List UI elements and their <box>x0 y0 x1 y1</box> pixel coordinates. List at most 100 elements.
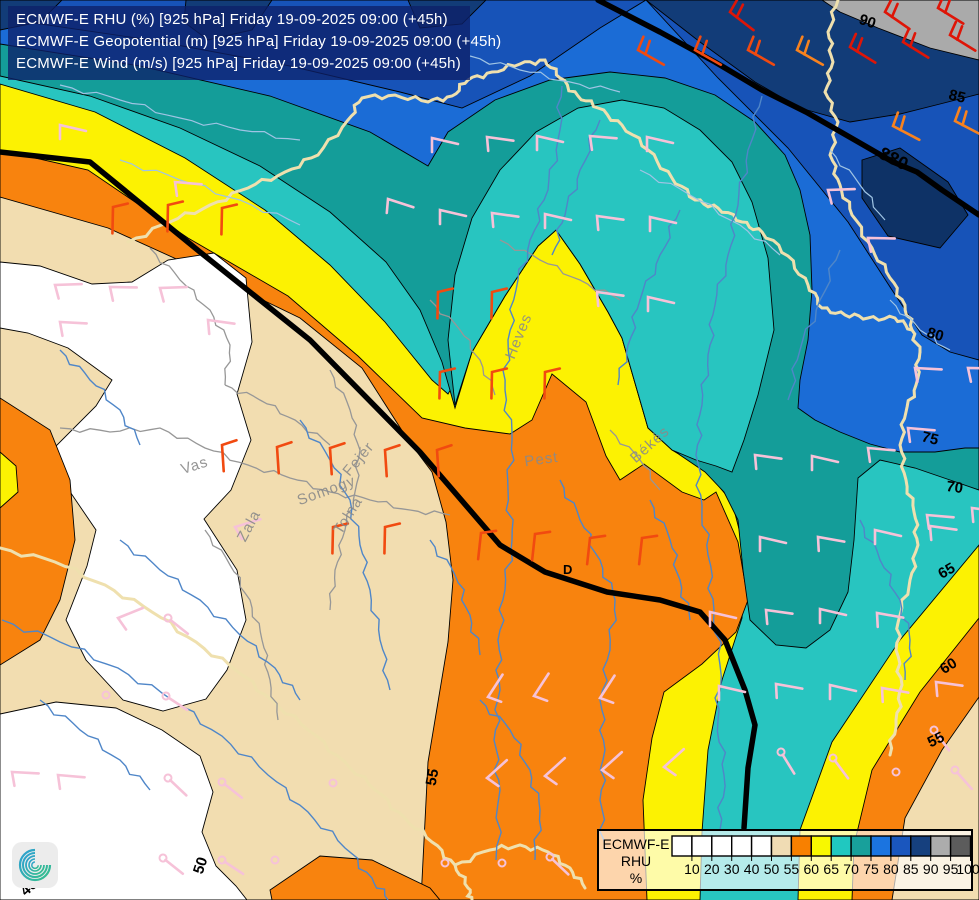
wind-barb <box>101 690 111 700</box>
legend-value-80: 80 <box>883 861 899 877</box>
contour-label-55: 55 <box>925 729 947 752</box>
wind-barb <box>58 123 88 141</box>
county-border-6 <box>429 299 496 396</box>
wind-barb <box>746 35 776 67</box>
wind-barb <box>163 773 188 797</box>
legend-title-model: ECMWF-E <box>602 836 670 852</box>
wind-barb <box>486 673 504 704</box>
river-pale-2 <box>119 159 301 226</box>
river-12 <box>649 499 691 621</box>
contour-label-65: 65 <box>935 560 958 583</box>
wind-barb <box>953 106 979 137</box>
river-13 <box>39 699 151 791</box>
wind-barb <box>383 443 401 478</box>
wind-barb <box>758 535 788 553</box>
wind-barbs <box>10 0 979 876</box>
legend-value-50: 50 <box>764 861 780 877</box>
wind-barb <box>484 758 509 788</box>
wind-barb <box>645 135 675 153</box>
wind-barb <box>637 534 659 566</box>
wind-barb <box>950 765 974 791</box>
country-border-3 <box>0 546 474 900</box>
wind-barb <box>543 212 573 230</box>
country-border-2 <box>823 0 914 332</box>
wind-barb <box>108 285 138 302</box>
wind-barb <box>966 366 979 383</box>
wind-barb <box>161 691 189 712</box>
wind-barb <box>543 367 562 400</box>
county-border-1 <box>224 384 331 446</box>
legend-value-100: 100 <box>956 861 979 877</box>
wind-barb <box>810 454 840 472</box>
wind-barb <box>648 215 678 233</box>
rh-80-85-top <box>0 0 979 361</box>
legend-swatch-30 <box>711 835 733 857</box>
wind-barb <box>497 858 507 868</box>
contour-label-75: 75 <box>920 428 940 449</box>
legend-value-20: 20 <box>704 861 720 877</box>
rh-lt50-southwest <box>0 701 248 900</box>
wind-barb <box>542 756 567 786</box>
wind-barb <box>331 522 350 555</box>
legend-title-param: RHU <box>620 853 652 869</box>
wind-barb <box>925 513 955 531</box>
wind-barb <box>328 441 346 476</box>
wind-barb <box>217 855 245 876</box>
geopotential-lines <box>0 0 979 831</box>
wind-barb <box>476 529 498 561</box>
legend-value-30: 30 <box>724 861 740 877</box>
wind-barb <box>535 134 565 152</box>
wind-barb <box>115 606 145 631</box>
title-wind: ECMWF-E Wind (m/s) [925 hPa] Friday 19-0… <box>16 55 461 72</box>
river-pale-0 <box>59 84 301 141</box>
country-border-4 <box>453 843 587 890</box>
legend-swatch-40 <box>731 835 753 857</box>
wind-barb <box>826 187 856 205</box>
wind-barb <box>818 607 848 625</box>
contour-label-90: 90 <box>857 11 878 32</box>
wind-barb <box>828 683 858 701</box>
legend-value-65: 65 <box>823 861 839 877</box>
river-6 <box>1 619 389 900</box>
legend-title: ECMWF-E RHU % <box>600 836 672 887</box>
wind-barb <box>875 611 905 629</box>
county-border-5 <box>204 529 279 721</box>
wind-barb <box>438 367 457 400</box>
river-7 <box>119 539 301 701</box>
legend-value-75: 75 <box>863 861 879 877</box>
legend-swatch-50 <box>750 835 773 857</box>
wind-barb <box>56 773 86 791</box>
wind-barb <box>816 535 846 553</box>
rh-55-60-bottom-patch <box>269 855 441 900</box>
rh-65-70-bay <box>447 99 775 473</box>
wind-barb <box>848 32 877 64</box>
wind-barb <box>545 852 570 876</box>
wind-barb <box>163 613 190 636</box>
wind-barb <box>891 111 921 142</box>
river-2 <box>695 95 763 831</box>
title-geopotential: ECMWF-E Geopotential (m) [925 hPa] Frida… <box>16 33 502 50</box>
wind-barb <box>588 134 618 152</box>
wind-barb <box>599 750 624 780</box>
wind-barb <box>970 506 979 524</box>
river-pale-5 <box>889 299 951 351</box>
wind-barb <box>328 778 338 788</box>
wind-barb <box>383 522 402 555</box>
wind-barb <box>532 672 550 703</box>
wind-barb <box>828 753 850 780</box>
wind-barb <box>753 453 783 471</box>
wind-barb <box>764 608 794 626</box>
wind-barb <box>440 858 450 868</box>
river-8 <box>59 349 141 446</box>
wind-barb <box>913 366 943 384</box>
wind-barb <box>270 855 280 865</box>
legend-value-95: 95 <box>943 861 959 877</box>
low-marker: D <box>563 562 572 577</box>
river-4 <box>617 209 681 386</box>
legend-value-60: 60 <box>804 861 820 877</box>
wind-barb <box>490 367 509 400</box>
wind-barb <box>728 0 755 32</box>
wind-barb <box>233 517 262 541</box>
wind-barb <box>948 20 977 52</box>
